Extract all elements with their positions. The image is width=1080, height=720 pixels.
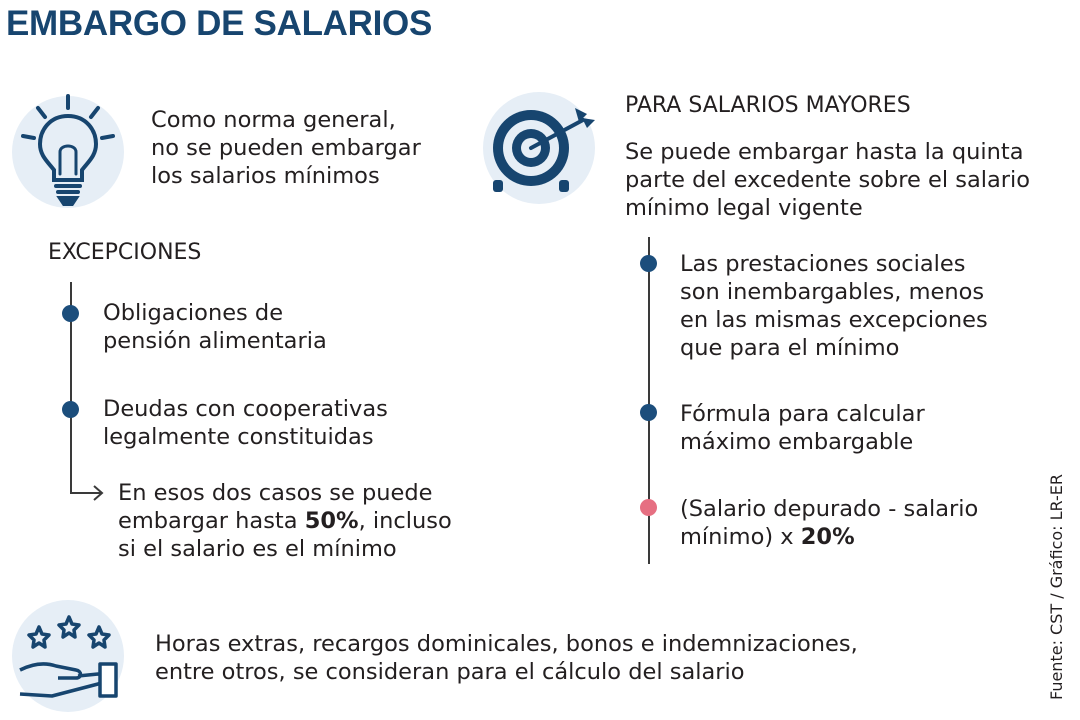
note-line: En esos dos casos se puede bbox=[118, 480, 433, 506]
hand-stars-icon bbox=[19, 615, 118, 698]
mayores-heading: PARA SALARIOS MAYORES bbox=[625, 93, 911, 118]
mayores-item-line: Las prestaciones sociales bbox=[680, 251, 966, 277]
general-rule-line: los salarios mínimos bbox=[151, 163, 380, 189]
mayores-item-line: máximo embargable bbox=[680, 429, 914, 455]
mayores-item-line: que para el mínimo bbox=[680, 335, 900, 361]
excepcion-bullet bbox=[62, 401, 79, 418]
mayores-item-line: Fórmula para calcular bbox=[680, 401, 925, 427]
note-text: embargar hasta bbox=[118, 508, 305, 534]
excepciones-timeline bbox=[70, 282, 72, 492]
mayores-item: Las prestaciones sociales son inembargab… bbox=[680, 250, 988, 362]
general-rule-text: Como norma general, no se pueden embarga… bbox=[151, 106, 421, 190]
formula-text: (Salario depurado - salario mínimo) x 20… bbox=[680, 495, 978, 551]
formula-text-part: mínimo) x bbox=[680, 524, 801, 550]
bottom-line: Horas extras, recargos dominicales, bono… bbox=[155, 631, 858, 657]
mayores-line: parte del excedente sobre el salario bbox=[625, 167, 1031, 193]
bottom-line: entre otros, se consideran para el cálcu… bbox=[155, 659, 745, 685]
mayores-bullet bbox=[640, 404, 657, 421]
mayores-line: Se puede embargar hasta la quinta bbox=[625, 139, 1024, 165]
note-line: embargar hasta 50%, incluso bbox=[118, 507, 452, 535]
mayores-item: Fórmula para calcular máximo embargable bbox=[680, 400, 925, 456]
mayores-line: mínimo legal vigente bbox=[625, 195, 863, 221]
formula-percentage: 20% bbox=[800, 524, 855, 550]
note-text: , incluso bbox=[358, 508, 452, 534]
general-rule-line: no se pueden embargar bbox=[151, 135, 421, 161]
excepcion-line: Deudas con cooperativas bbox=[103, 396, 388, 422]
mayores-item-line: en las mismas excepciones bbox=[680, 307, 988, 333]
excepcion-item: Obligaciones de pensión alimentaria bbox=[103, 299, 327, 355]
note-percentage: 50% bbox=[304, 508, 359, 534]
page-title: EMBARGO DE SALARIOS bbox=[6, 4, 432, 43]
excepcion-line: pensión alimentaria bbox=[103, 328, 327, 354]
mayores-timeline bbox=[648, 237, 650, 564]
mayores-bullet bbox=[640, 255, 657, 272]
target-icon bbox=[493, 108, 595, 192]
formula-line: mínimo) x 20% bbox=[680, 523, 978, 551]
excepcion-line: legalmente constituidas bbox=[103, 424, 374, 450]
excepciones-note: En esos dos casos se puede embargar hast… bbox=[118, 479, 452, 563]
excepciones-heading: EXCEPCIONES bbox=[48, 240, 202, 265]
source-credit: Fuente: CST / Gráfico: LR-ER bbox=[1047, 473, 1066, 700]
arrow-right-icon bbox=[70, 482, 104, 501]
lightbulb-icon bbox=[21, 94, 115, 206]
formula-bullet bbox=[640, 499, 657, 516]
excepcion-line: Obligaciones de bbox=[103, 300, 284, 326]
formula-line: (Salario depurado - salario bbox=[680, 496, 979, 522]
excepcion-item: Deudas con cooperativas legalmente const… bbox=[103, 395, 388, 451]
note-line: si el salario es el mínimo bbox=[118, 536, 397, 562]
bottom-text: Horas extras, recargos dominicales, bono… bbox=[155, 630, 858, 686]
general-rule-line: Como norma general, bbox=[151, 107, 396, 133]
excepcion-bullet bbox=[62, 305, 79, 322]
mayores-item-line: son inembargables, menos bbox=[680, 279, 985, 305]
mayores-text: Se puede embargar hasta la quinta parte … bbox=[625, 138, 1030, 222]
